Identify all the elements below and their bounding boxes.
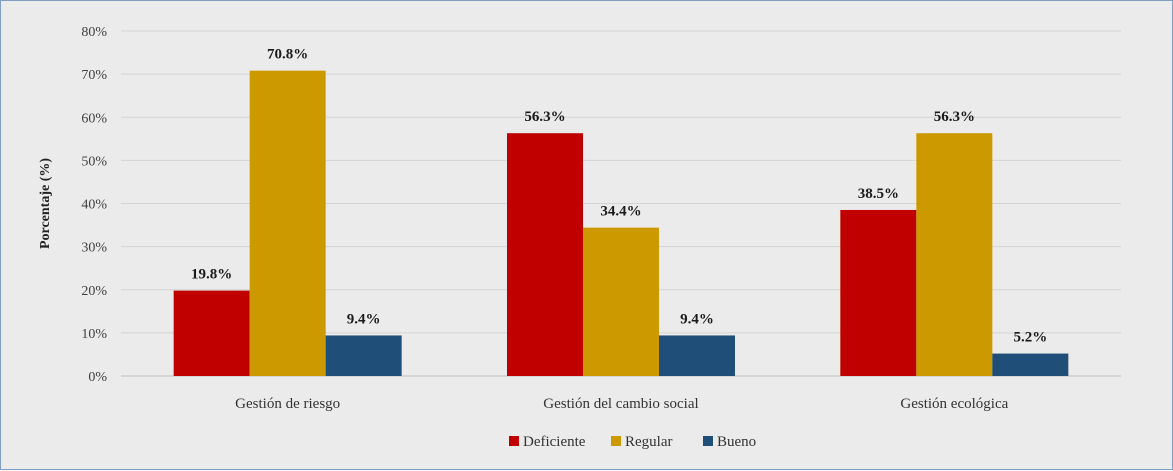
data-label: 56.3% — [934, 109, 975, 125]
y-tick-label: 20% — [81, 284, 107, 299]
y-tick-label: 40% — [81, 198, 107, 213]
legend-label: Bueno — [717, 434, 756, 450]
data-label: 19.8% — [191, 267, 232, 283]
bar-regular — [249, 70, 326, 377]
y-tick-label: 60% — [81, 111, 107, 126]
x-tick-label: Gestión de riesgo — [235, 396, 340, 412]
legend-label: Regular — [625, 434, 672, 450]
data-label: 9.4% — [680, 311, 714, 327]
bar-deficiente — [173, 290, 250, 376]
bar-deficiente — [507, 133, 583, 376]
legend-swatch — [703, 436, 713, 446]
legend-swatch — [509, 436, 519, 446]
y-axis-title: Porcentaje (%) — [38, 158, 53, 249]
data-label: 56.3% — [524, 109, 565, 125]
y-tick-label: 70% — [81, 68, 107, 83]
bar-bueno — [992, 353, 1069, 376]
y-tick-label: 0% — [88, 370, 107, 385]
bar-regular — [583, 227, 659, 376]
bar-deficiente — [840, 209, 917, 376]
bar-bueno — [659, 335, 735, 376]
legend-swatch — [611, 436, 621, 446]
y-tick-label: 10% — [81, 327, 107, 342]
y-tick-label: 80% — [81, 25, 107, 40]
data-label: 34.4% — [600, 204, 641, 220]
y-tick-label: 30% — [81, 241, 107, 256]
bar-regular — [916, 133, 993, 376]
bar-bueno — [325, 335, 402, 376]
x-tick-label: Gestión ecológica — [900, 396, 1008, 412]
y-tick-label: 50% — [81, 154, 107, 169]
data-label: 9.4% — [347, 311, 381, 327]
data-label: 70.8% — [267, 47, 308, 63]
x-tick-label: Gestión del cambio social — [543, 396, 698, 412]
data-label: 38.5% — [858, 186, 899, 202]
data-label: 5.2% — [1013, 330, 1047, 346]
legend-label: Deficiente — [523, 434, 586, 450]
